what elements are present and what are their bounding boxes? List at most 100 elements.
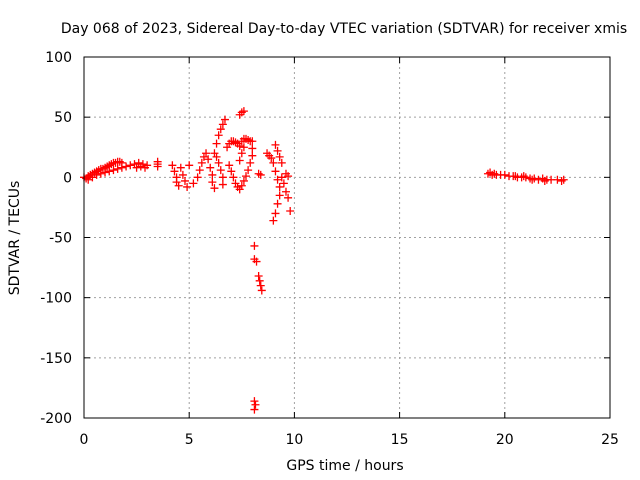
data-point [113, 164, 122, 173]
data-point [197, 158, 206, 167]
data-point [189, 179, 198, 188]
data-point [214, 131, 223, 140]
data-point [519, 172, 528, 181]
data-point [218, 180, 227, 189]
data-point [252, 257, 261, 266]
y-axis-label: SDTVAR / TECUs [7, 181, 23, 296]
data-point [136, 162, 145, 171]
data-point [122, 162, 131, 171]
data-point [96, 169, 105, 178]
x-tick-label: 10 [285, 432, 303, 448]
data-point [178, 170, 187, 179]
data-point [271, 140, 280, 149]
data-point [126, 161, 135, 170]
data-point [218, 120, 227, 129]
data-point [269, 216, 278, 225]
data-point [275, 152, 284, 161]
data-point [255, 276, 264, 285]
data-point [237, 181, 246, 190]
data-point [271, 167, 280, 176]
y-tick-label: -50 [49, 231, 72, 247]
data-point [172, 178, 181, 187]
plot-frame [83, 56, 611, 419]
data-point [183, 182, 192, 191]
data-point [500, 170, 509, 179]
data-point [193, 173, 202, 182]
x-tick-label: 25 [601, 432, 619, 448]
data-point [208, 170, 217, 179]
data-point [92, 170, 101, 179]
data-point [279, 179, 288, 188]
data-point [227, 167, 236, 176]
data-point [269, 158, 278, 167]
data-point [84, 175, 93, 184]
data-point [256, 170, 265, 179]
data-point [202, 149, 211, 158]
data-point [109, 166, 118, 175]
data-point [88, 173, 97, 182]
data-point [115, 157, 124, 166]
data-point [250, 397, 259, 406]
data-point [208, 178, 217, 187]
data-point [246, 158, 255, 167]
data-point [229, 173, 238, 182]
y-tick-label: 0 [63, 170, 72, 186]
data-point [225, 161, 234, 170]
data-point [256, 281, 265, 290]
data-point [273, 146, 282, 155]
data-point [244, 166, 253, 175]
data-point [246, 137, 255, 146]
data-points [80, 107, 568, 414]
data-point [528, 175, 537, 184]
data-point [185, 161, 194, 170]
y-tick-label: -150 [40, 351, 72, 367]
data-point [176, 163, 185, 172]
data-point [239, 107, 248, 116]
y-tick-label: -100 [40, 291, 72, 307]
data-point [284, 172, 293, 181]
data-point [559, 175, 568, 184]
data-point [101, 168, 110, 177]
data-point [248, 144, 257, 153]
data-point [168, 161, 177, 170]
data-point [277, 158, 286, 167]
x-tick-label: 0 [80, 432, 89, 448]
data-point [540, 176, 549, 185]
data-point [218, 173, 227, 182]
data-point [284, 193, 293, 202]
data-point [212, 139, 221, 148]
data-point [275, 191, 284, 200]
data-point [490, 169, 499, 178]
data-point [277, 173, 286, 182]
data-point [214, 158, 223, 167]
data-point [242, 172, 251, 181]
grid [84, 57, 610, 418]
data-point [254, 169, 263, 178]
x-tick-label: 5 [185, 432, 194, 448]
y-tick-label: 50 [54, 110, 72, 126]
data-point [132, 163, 141, 172]
data-point [212, 152, 221, 161]
data-point [530, 174, 539, 183]
data-point [206, 163, 215, 172]
data-point [117, 163, 126, 172]
data-point [275, 182, 284, 191]
data-point [248, 151, 257, 160]
y-tick-label: -200 [40, 411, 72, 427]
data-point [286, 207, 295, 216]
data-point [210, 184, 219, 193]
data-point [180, 176, 189, 185]
x-tick-label: 15 [391, 432, 409, 448]
data-point [231, 138, 240, 147]
data-point [237, 149, 246, 158]
x-tick-label: 20 [496, 432, 514, 448]
data-point [195, 166, 204, 175]
data-point [223, 143, 232, 152]
data-point [557, 176, 566, 185]
data-point [235, 142, 244, 151]
chart-title: Day 068 of 2023, Sidereal Day-to-day VTE… [61, 21, 627, 37]
data-point [210, 149, 219, 158]
axis-ticks: 0 5 10 15 20 25 -200 -150 -100 -50 0 50 100 [40, 50, 619, 448]
data-point [170, 167, 179, 176]
